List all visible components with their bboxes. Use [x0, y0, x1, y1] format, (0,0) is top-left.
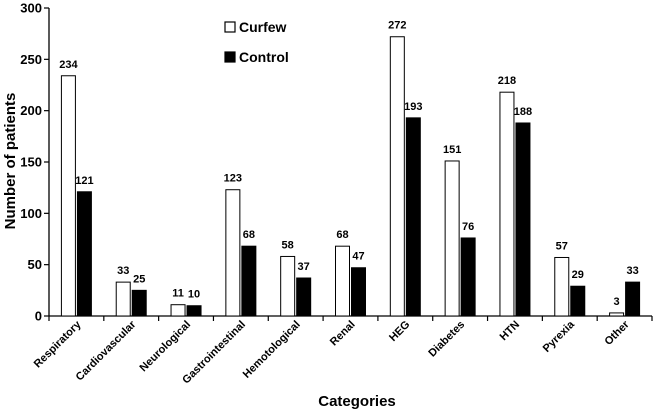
data-label-curfew: 11 [172, 288, 184, 300]
data-label-control: 10 [188, 289, 200, 301]
bar-curfew [60, 75, 76, 317]
bar-curfew [170, 304, 186, 317]
data-label-curfew: 57 [556, 240, 568, 252]
data-label-control: 29 [572, 269, 584, 281]
category-label: Renal [328, 319, 358, 349]
data-label-control: 76 [462, 221, 474, 233]
legend-label-curfew: Curfew [239, 19, 287, 35]
category-label: Hemotological [241, 319, 303, 381]
data-label-control: 47 [352, 251, 364, 263]
y-axis-title: Number of patients [2, 93, 19, 230]
data-label-control: 33 [626, 265, 638, 277]
data-label-curfew: 234 [59, 59, 78, 71]
y-tick-label: 50 [28, 257, 42, 272]
bar-control [131, 289, 147, 317]
data-label-curfew: 218 [498, 75, 516, 87]
bar-curfew [280, 255, 296, 317]
category-label: Pyrexia [541, 318, 578, 355]
category-label: Cardiovascular [74, 318, 139, 383]
category-label: Diabetes [426, 319, 467, 360]
bar-control [405, 117, 421, 317]
data-label-curfew: 58 [282, 239, 294, 251]
data-label-control: 193 [404, 101, 422, 113]
bar-curfew [389, 36, 405, 317]
data-label-curfew: 33 [117, 265, 129, 277]
bar-curfew [554, 256, 570, 317]
bar-curfew [609, 312, 625, 317]
bar-control [76, 191, 92, 317]
y-tick-label: 250 [20, 52, 42, 67]
bar-control [296, 277, 312, 317]
data-label-curfew: 3 [614, 296, 620, 308]
x-axis-title: Categories [318, 393, 396, 410]
y-tick-label: 150 [20, 155, 42, 170]
data-label-control: 68 [243, 229, 255, 241]
legend-swatch-curfew [224, 21, 236, 33]
legend-swatch-control [224, 51, 236, 63]
y-tick-label: 100 [20, 206, 42, 221]
data-label-curfew: 123 [224, 173, 242, 185]
data-label-curfew: 68 [336, 229, 348, 241]
bar-control [570, 285, 586, 317]
category-label: Respiratory [32, 318, 84, 370]
legend: Curfew Control [224, 19, 289, 65]
bar-control [625, 281, 641, 317]
bar-control [241, 245, 257, 317]
data-label-control: 188 [514, 106, 532, 118]
category-label: HTN [498, 319, 523, 344]
category-label: Other [602, 318, 632, 348]
y-tick-label: 0 [35, 309, 42, 324]
bar-curfew [499, 91, 515, 317]
axes: 0 50 100 150 200 250 300 [20, 1, 653, 324]
labels: 234 121 Respiratory 33 25 Cardiovascular 11 10 N… [32, 20, 639, 387]
y-tick-label: 200 [20, 103, 42, 118]
category-label: HEG [387, 319, 412, 344]
bar-control [460, 237, 476, 317]
bars [60, 36, 641, 317]
data-label-curfew: 272 [388, 20, 406, 32]
bar-curfew [115, 281, 131, 317]
y-tick-label: 300 [20, 1, 42, 16]
data-label-curfew: 151 [443, 144, 461, 156]
category-label: Neurological [138, 319, 194, 375]
bar-curfew [444, 160, 460, 317]
bar-control [515, 122, 531, 317]
bar-control [351, 267, 366, 317]
bar-curfew [335, 245, 350, 317]
data-label-control: 37 [298, 261, 310, 273]
legend-label-control: Control [239, 49, 289, 65]
data-label-control: 25 [133, 273, 145, 285]
data-label-control: 121 [75, 175, 93, 187]
bar-curfew [225, 189, 241, 317]
bar-control [186, 305, 202, 317]
